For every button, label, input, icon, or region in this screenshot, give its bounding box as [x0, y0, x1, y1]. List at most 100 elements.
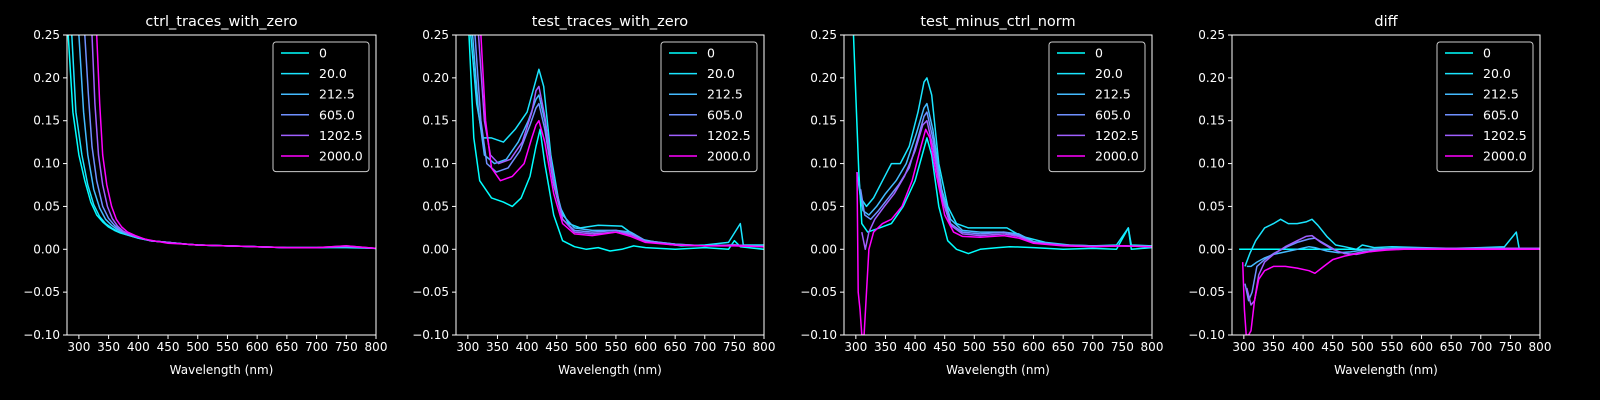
y-tick-label: 0.15 — [1198, 114, 1225, 128]
y-tick-label: 0.00 — [810, 242, 837, 256]
x-tick-label: 450 — [157, 340, 180, 354]
series-line-3 — [474, 35, 764, 248]
chart-title: diff — [1374, 14, 1398, 30]
x-tick-label: 550 — [992, 340, 1015, 354]
y-tick-label: −0.10 — [800, 328, 837, 342]
legend-box — [1436, 41, 1534, 173]
legend-entry-label: 0 — [1483, 46, 1491, 61]
y-tick-label: 0.25 — [810, 28, 837, 42]
axes-frame — [843, 34, 1153, 336]
x-tick-label: 450 — [933, 340, 956, 354]
x-axis-label: Wavelength (nm) — [558, 363, 662, 377]
series-line-5 — [95, 35, 376, 250]
y-tick-label: 0.05 — [33, 199, 60, 213]
x-tick-label: 800 — [1141, 340, 1164, 354]
y-tick-label: 0.00 — [33, 242, 60, 256]
x-axis-label: Wavelength (nm) — [946, 363, 1050, 377]
x-tick-label: 350 — [97, 340, 120, 354]
x-tick-label: 500 — [575, 340, 598, 354]
y-tick-label: 0.15 — [810, 114, 837, 128]
series-line-4 — [861, 119, 1152, 251]
y-tick-label: 0.05 — [1198, 199, 1225, 213]
legend-box — [660, 41, 758, 173]
legend-entry-label: 1202.5 — [1483, 128, 1527, 143]
series-line-5 — [1241, 248, 1540, 335]
x-tick-label: 350 — [1262, 340, 1285, 354]
legend-entry-label: 20.0 — [707, 66, 735, 81]
legend-entry-label: 2000.0 — [319, 149, 363, 164]
y-tick-label: −0.10 — [1188, 328, 1225, 342]
x-axis-label: Wavelength (nm) — [170, 363, 274, 377]
x-tick-label: 350 — [486, 340, 509, 354]
chart-title: test_traces_with_zero — [532, 14, 689, 30]
chart-panel-0: 300 350 400 450 500 550 600 650 700 750 800 −0.10 −0… — [23, 14, 387, 377]
x-tick-label: 800 — [1529, 340, 1552, 354]
series-group — [468, 35, 764, 252]
x-tick-label: 350 — [874, 340, 897, 354]
y-tick-label: 0.15 — [33, 114, 60, 128]
y-tick-label: 0.05 — [810, 199, 837, 213]
x-tick-label: 450 — [1321, 340, 1344, 354]
x-tick-label: 600 — [634, 340, 657, 354]
y-tick-label: 0.20 — [810, 71, 837, 85]
x-tick-label: 750 — [1499, 340, 1522, 354]
legend-entry-label: 605.0 — [1095, 107, 1131, 122]
x-tick-label: 700 — [1081, 340, 1104, 354]
legend-entry-label: 1202.5 — [1095, 128, 1139, 143]
y-tick-label: 0.25 — [422, 28, 449, 42]
chart-panel-3: 300 350 400 450 500 550 600 650 700 750 800 −0.10 −0… — [1188, 14, 1551, 377]
x-tick-label: 400 — [1292, 340, 1315, 354]
series-line-4 — [1246, 234, 1540, 306]
x-tick-label: 600 — [246, 340, 269, 354]
legend-entry-label: 2000.0 — [707, 149, 751, 164]
y-tick-label: −0.10 — [412, 328, 449, 342]
chart-panels: 300 350 400 450 500 550 600 650 700 750 800 −0.10 −0… — [23, 14, 1551, 377]
x-tick-label: 500 — [186, 340, 209, 354]
y-tick-label: 0.10 — [810, 157, 837, 171]
legend-entry-label: 212.5 — [319, 87, 355, 102]
axes-frame — [66, 34, 377, 336]
legend-entry-label: 212.5 — [1483, 87, 1519, 102]
legend: 0 20.0 212.5 605.0 1202.5 2000.0 — [272, 41, 370, 173]
chart-panel-1: 300 350 400 450 500 550 600 650 700 750 800 −0.10 −0… — [412, 14, 775, 377]
chart-title: ctrl_traces_with_zero — [145, 14, 297, 30]
x-tick-label: 750 — [1111, 340, 1134, 354]
chart-panel-2: 300 350 400 450 500 550 600 650 700 750 800 −0.10 −0… — [800, 14, 1163, 377]
legend-entry-label: 605.0 — [319, 107, 355, 122]
legend-entry-label: 0 — [707, 46, 715, 61]
x-tick-label: 400 — [904, 340, 927, 354]
series-line-0 — [468, 35, 764, 252]
y-tick-label: −0.05 — [412, 285, 449, 299]
y-tick-label: −0.05 — [800, 285, 837, 299]
legend-entry-label: 20.0 — [1483, 66, 1511, 81]
x-tick-label: 800 — [365, 340, 388, 354]
x-tick-label: 400 — [516, 340, 539, 354]
y-tick-label: 0.00 — [422, 242, 449, 256]
x-tick-label: 650 — [275, 340, 298, 354]
y-tick-label: 0.10 — [1198, 157, 1225, 171]
x-tick-label: 650 — [1052, 340, 1075, 354]
x-tick-label: 500 — [963, 340, 986, 354]
series-group — [67, 35, 376, 250]
x-tick-label: 300 — [456, 340, 479, 354]
x-tick-label: 600 — [1022, 340, 1045, 354]
x-tick-label: 300 — [844, 340, 867, 354]
x-tick-label: 600 — [1410, 340, 1433, 354]
legend-entry-label: 2000.0 — [1483, 149, 1527, 164]
y-tick-label: 0.25 — [33, 28, 60, 42]
y-tick-label: 0.20 — [33, 71, 60, 85]
y-tick-label: 0.20 — [1198, 71, 1225, 85]
x-tick-label: 550 — [216, 340, 239, 354]
chart-title: test_minus_ctrl_norm — [920, 14, 1075, 30]
x-tick-label: 800 — [753, 340, 776, 354]
x-tick-label: 700 — [305, 340, 328, 354]
axes-frame — [1231, 34, 1541, 336]
legend-entry-label: 212.5 — [1095, 87, 1131, 102]
x-tick-label: 650 — [664, 340, 687, 354]
x-tick-label: 500 — [1351, 340, 1374, 354]
legend: 0 20.0 212.5 605.0 1202.5 2000.0 — [1048, 41, 1146, 173]
legend-entry-label: 0 — [1095, 46, 1103, 61]
y-tick-label: −0.10 — [23, 328, 60, 342]
legend-entry-label: 2000.0 — [1095, 149, 1139, 164]
